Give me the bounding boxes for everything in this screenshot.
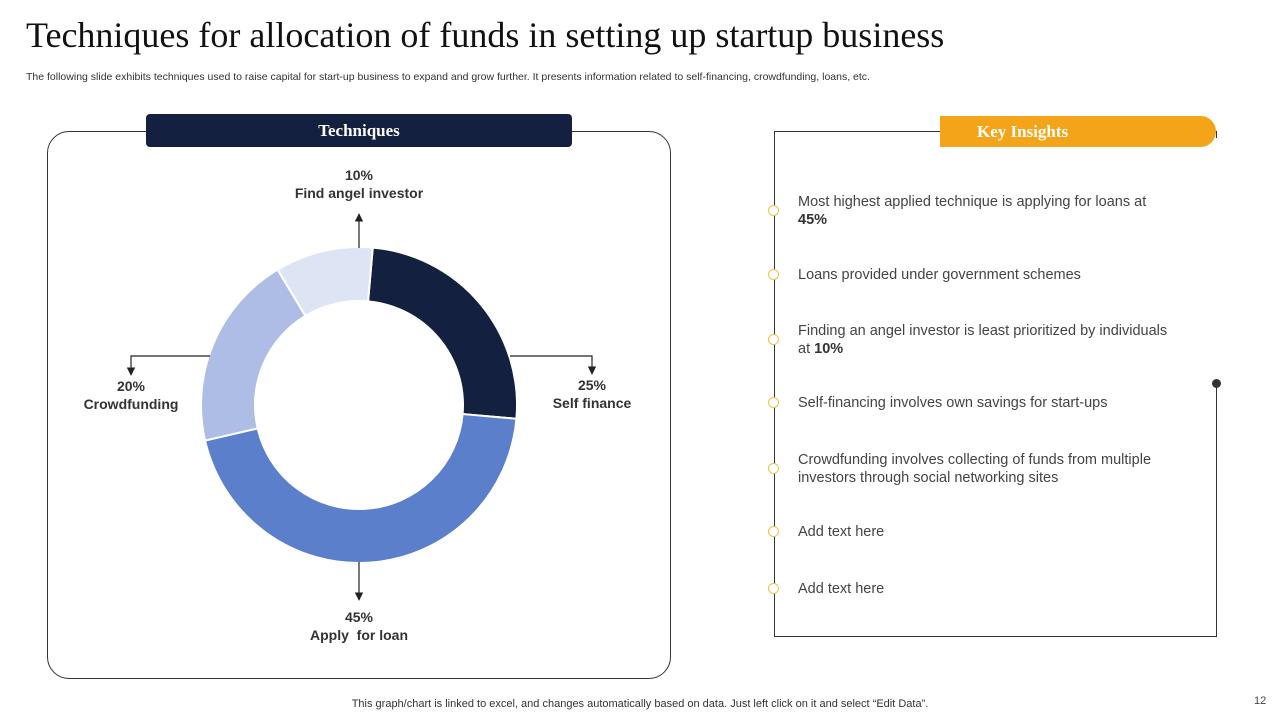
page-title: Techniques for allocation of funds in se… xyxy=(26,15,945,55)
label-crowdfunding-value: 20% xyxy=(116,378,146,394)
insight-item: Crowdfunding involves collecting of fund… xyxy=(768,451,1178,487)
label-self-finance-name: Self finance xyxy=(552,395,632,411)
insight-item: Loans provided under government schemes xyxy=(768,266,1178,284)
label-crowdfunding-name: Crowdfunding xyxy=(83,396,179,412)
label-apply-loan-value: 45% xyxy=(344,609,374,625)
insight-item: Add text here xyxy=(768,523,1178,541)
label-angel-investor-value: 10% xyxy=(344,167,374,183)
label-angel-investor-name: Find angel investor xyxy=(294,185,424,201)
label-crowdfunding: 20% Crowdfunding xyxy=(66,377,196,413)
donut-slice-find-angel-investor[interactable] xyxy=(276,246,374,318)
insight-item: Add text here xyxy=(768,580,1178,598)
page-subtitle: The following slide exhibits techniques … xyxy=(26,71,870,83)
label-apply-loan-name: Apply for loan xyxy=(310,627,408,643)
insight-item: Most highest applied technique is applyi… xyxy=(768,193,1178,229)
leader-line-crowdfunding xyxy=(126,355,210,376)
insights-top-line xyxy=(774,131,940,132)
donut-slice-apply-for-loan[interactable] xyxy=(203,412,518,564)
insight-item: Finding an angel investor is least prior… xyxy=(768,322,1178,358)
bullet-circle-icon xyxy=(768,526,779,537)
label-apply-loan: 45% Apply for loan xyxy=(279,608,439,644)
bullet-circle-icon xyxy=(768,334,779,345)
label-angel-investor: 10% Find angel investor xyxy=(259,166,459,202)
techniques-header: Techniques xyxy=(146,114,572,147)
donut-chart[interactable] xyxy=(0,0,720,720)
insights-header: Key Insights xyxy=(940,116,1216,147)
bullet-circle-icon xyxy=(768,269,779,280)
insight-item: Self-financing involves own savings for … xyxy=(768,394,1178,412)
footer-note: This graph/chart is linked to excel, and… xyxy=(351,698,929,710)
donut-slice-crowdfunding[interactable] xyxy=(200,268,307,442)
bullet-circle-icon xyxy=(768,397,779,408)
donut-slice-self-finance[interactable] xyxy=(366,246,518,420)
bullet-circle-icon xyxy=(768,205,779,216)
label-self-finance: 25% Self finance xyxy=(532,376,652,412)
label-self-finance-value: 25% xyxy=(577,377,607,393)
bullet-circle-icon xyxy=(768,583,779,594)
insights-end-dot xyxy=(1212,379,1221,388)
leader-line-self-finance xyxy=(510,355,597,375)
page-number: 12 xyxy=(1254,695,1267,707)
bullet-circle-icon xyxy=(768,463,779,474)
